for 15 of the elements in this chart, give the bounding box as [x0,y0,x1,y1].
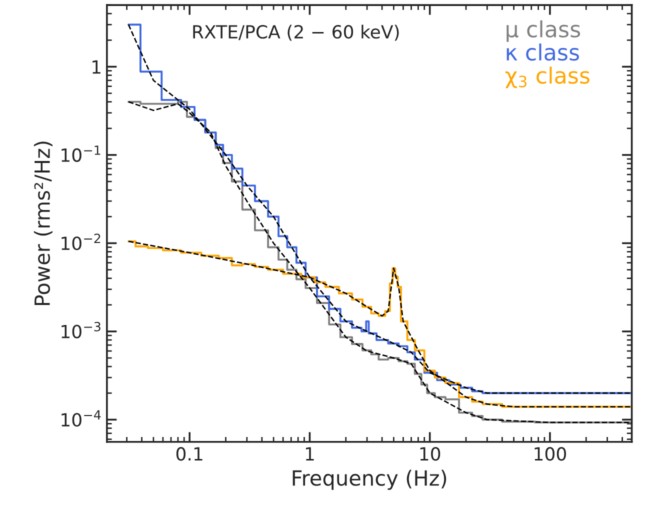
y-tick-label: 1 [92,60,100,74]
annotation: RXTE/PCA (2 − 60 keV) [193,24,399,41]
y-axis-title: Power (rms²/Hz) [34,142,52,306]
y-tick-label: 10$^{−4}$ [62,410,101,427]
y-tick-label: 10$^{−2}$ [62,234,100,250]
y-tick-label: 10$^{−1}$ [62,146,100,162]
x-tick-label: 10 [420,447,440,461]
text: κ class [506,43,580,61]
x-tick-label: 1 [306,447,314,460]
y-tick-label: 10$^{−3}$ [62,322,100,338]
x-tick-label: 100 [534,447,566,461]
text: χ$_{3}$ class [505,66,590,88]
x-tick-label: 0.1 [176,447,202,461]
text: μ class [506,20,580,42]
x-axis-title: Frequency (Hz) [292,470,446,490]
